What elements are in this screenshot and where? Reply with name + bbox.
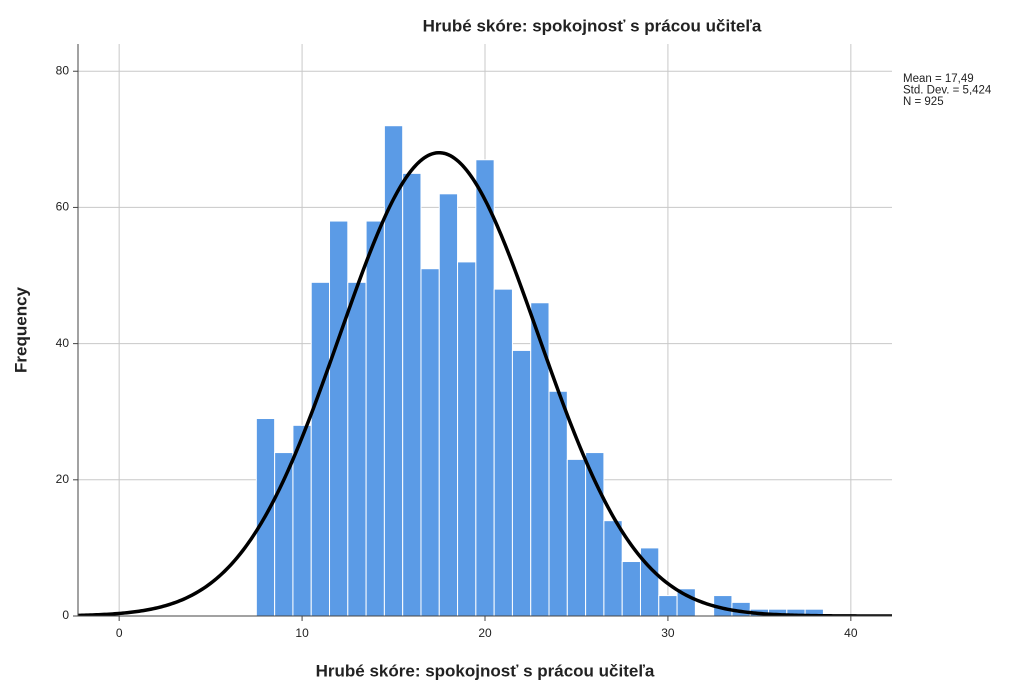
stats-label: N = 925 <box>903 96 944 108</box>
bar <box>566 458 587 617</box>
chart-title: Hrubé skóre: spokojnosť s prácou učiteľa <box>423 16 762 35</box>
y-tick-label: 20 <box>56 472 70 486</box>
bar <box>530 302 550 617</box>
bar <box>420 268 440 617</box>
y-tick-label: 40 <box>56 336 70 350</box>
x-tick-label: 20 <box>478 626 492 640</box>
x-tick-label: 10 <box>295 626 309 640</box>
bar <box>402 172 422 617</box>
bar <box>347 281 367 617</box>
bar <box>621 561 641 617</box>
normal-curve <box>78 150 892 616</box>
stats-label: Std. Dev. = 5,424 <box>903 85 992 97</box>
bar <box>548 390 568 617</box>
x-axis-label: Hrubé skóre: spokojnosť s prácou učiteľa <box>316 661 655 680</box>
y-tick-label: 60 <box>56 200 70 214</box>
bar <box>511 349 532 617</box>
y-tick-label: 0 <box>62 608 69 622</box>
bar <box>475 159 495 617</box>
bar <box>658 595 678 617</box>
bar <box>493 288 513 617</box>
x-tick-label: 40 <box>844 626 858 640</box>
bar <box>365 220 385 617</box>
bar <box>329 220 349 617</box>
x-tick-label: 30 <box>661 626 675 640</box>
x-tick-label: 0 <box>116 626 123 640</box>
bar <box>310 281 331 617</box>
y-tick-label: 80 <box>56 63 70 77</box>
bar <box>457 261 477 617</box>
stats-label: Mean = 17,49 <box>903 73 974 85</box>
bar <box>603 520 623 617</box>
bar <box>438 193 459 617</box>
y-axis-label: Frequency <box>11 286 30 373</box>
